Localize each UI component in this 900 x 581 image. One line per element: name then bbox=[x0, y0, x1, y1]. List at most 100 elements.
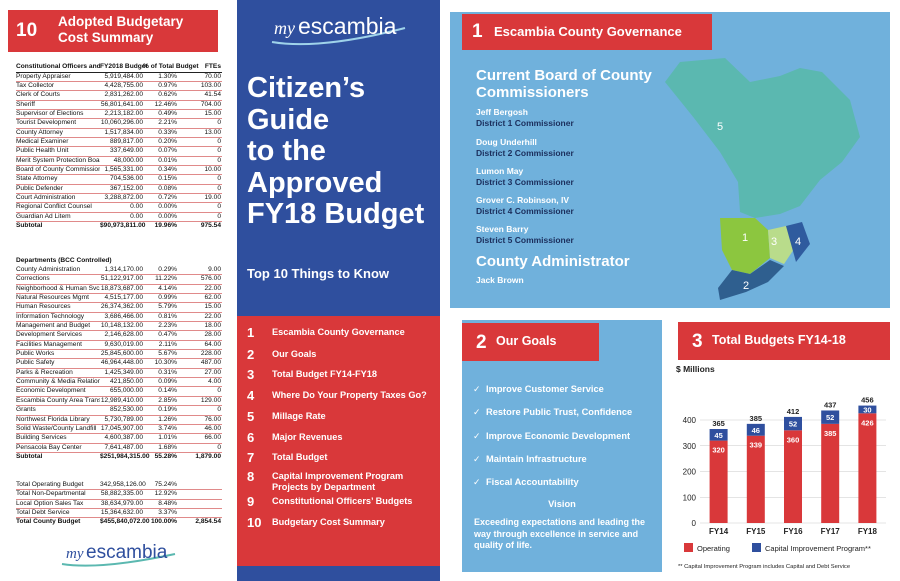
table-cell: 13.00 bbox=[204, 128, 221, 136]
y-tick-label: 400 bbox=[683, 416, 697, 425]
data-label-operating: 385 bbox=[824, 429, 837, 438]
table-row: Public Safety 46,964,448.00 10.30% 487.00 bbox=[16, 359, 222, 369]
district-4-shape bbox=[786, 222, 810, 262]
table-row: Community & Media Relations 421,850.00 0.0… bbox=[16, 378, 222, 388]
table-cell: Total Debt Service bbox=[16, 509, 70, 517]
table-cell: 4,515,177.00 bbox=[104, 294, 143, 302]
table-cell: 3.37% bbox=[158, 509, 177, 517]
commissioner-entry: Lumon May District 3 Commissioner bbox=[476, 166, 656, 188]
table-cell: 9,630,019.00 bbox=[104, 340, 143, 348]
table-row: Constitutional Officers and Other Boards… bbox=[16, 63, 222, 73]
table-cell bbox=[177, 490, 221, 498]
table-row: State Attorney 704,536.00 0.15% 0 bbox=[16, 175, 222, 185]
y-axis-label: $ Millions bbox=[676, 364, 715, 374]
logo-name: escambia bbox=[298, 13, 397, 39]
table-row: County Attorney 1,517,834.00 0.33% 13.00 bbox=[16, 129, 222, 138]
data-label-total: 456 bbox=[861, 396, 874, 405]
bar-operating bbox=[746, 435, 765, 523]
table-cell: 27.00 bbox=[204, 368, 221, 376]
table-cell: 1,565,331.00 bbox=[104, 165, 143, 173]
table-row: Merit System Protection Board 48,000.00 0.… bbox=[16, 157, 222, 166]
table-cell: 0 bbox=[217, 175, 221, 183]
table-cell: Subtotal bbox=[16, 452, 43, 460]
total-budget-chart: $ Millions 0 100 200 300 400 320 45 365 FY14 339 46… bbox=[676, 364, 886, 570]
table-row: Guardian Ad Litem 0.00 0.00% 0 bbox=[16, 213, 222, 222]
table-cell: Tourist Development bbox=[16, 119, 77, 127]
section-number: 10 bbox=[16, 20, 38, 41]
map-label-1: 1 bbox=[742, 232, 748, 244]
table-cell: 12,989,410.00 bbox=[100, 396, 143, 404]
table-cell: 4.14% bbox=[158, 284, 177, 292]
table-cell: Total Non-Departmental bbox=[16, 490, 86, 498]
data-label-capital: 46 bbox=[752, 426, 760, 435]
chart-footnote: ** Capital Improvement Program includes … bbox=[678, 564, 850, 570]
map-label-4: 4 bbox=[795, 236, 801, 248]
legend-label-operating: Operating bbox=[697, 544, 730, 553]
data-label-operating: 360 bbox=[787, 435, 800, 444]
table-cell: 852,530.00 bbox=[109, 406, 143, 414]
table-cell: Clerk of Courts bbox=[16, 91, 60, 99]
table-cell: Northwest Florida Library bbox=[16, 415, 90, 423]
table-cell: Total Operating Budget bbox=[16, 481, 84, 488]
x-tick-label: FY18 bbox=[858, 527, 878, 536]
goal-text: Restore Public Trust, Confidence bbox=[486, 407, 633, 417]
checkmark-icon: ✓ bbox=[473, 384, 481, 394]
logo-graphic: my escambia bbox=[61, 542, 176, 567]
table-row: Economic Development 655,000.00 0.14% 0 bbox=[16, 387, 222, 397]
table-cell bbox=[177, 481, 221, 489]
table-row: Neighborhood & Human Svcs 18,873,687.00 4.… bbox=[16, 284, 222, 295]
table-cell: 975.54 bbox=[200, 222, 221, 229]
table-row: Total Debt Service 15,364,632.00 3.37% bbox=[16, 509, 222, 519]
table-cell: 56,801,641.00 bbox=[100, 100, 143, 108]
table-cell: Pensacola Bay Center bbox=[16, 443, 82, 451]
table-cell: 487.00 bbox=[200, 359, 221, 367]
table-cell: 1.68% bbox=[158, 443, 177, 451]
table-cell: 704,536.00 bbox=[109, 175, 143, 183]
data-label-total: 412 bbox=[787, 407, 800, 416]
data-label-capital: 30 bbox=[863, 405, 871, 414]
bar-capital bbox=[821, 410, 840, 424]
table-cell: Human Resources bbox=[16, 303, 71, 311]
table-cell: 889,817.00 bbox=[109, 137, 143, 145]
table-cell: 4,428,755.00 bbox=[104, 81, 143, 89]
table-cell: 0.47% bbox=[158, 331, 177, 339]
table-cell: 0.14% bbox=[158, 387, 177, 395]
commissioner-name: Lumon May bbox=[476, 166, 524, 176]
table-row: Facilities Management 9,630,019.00 2.11% 64… bbox=[16, 340, 222, 351]
table-cell: County Administration bbox=[16, 266, 81, 273]
section-title: Escambia County Governance bbox=[494, 24, 682, 39]
table-row: Court Administration 3,288,872.00 0.72% 19.… bbox=[16, 194, 222, 204]
map-label-5: 5 bbox=[717, 121, 723, 133]
totals-table: Total Operating Budget 342,958,126.00 75.2… bbox=[16, 481, 222, 527]
table-cell: 0.08% bbox=[158, 184, 177, 192]
table-row: Board of County Commissioners 1,565,331.0… bbox=[16, 165, 222, 176]
table-cell: 18.00 bbox=[204, 322, 221, 330]
table-cell: Grants bbox=[16, 406, 36, 414]
table-cell: 3.74% bbox=[158, 424, 177, 432]
departments-table: Departments (BCC Controlled) County Admin… bbox=[16, 256, 222, 461]
table-cell: 12.46% bbox=[154, 100, 177, 108]
x-tick-label: FY14 bbox=[709, 527, 729, 536]
title-line: to the bbox=[247, 135, 326, 167]
table-cell: 2.21% bbox=[158, 119, 177, 127]
toc-number: 3 bbox=[247, 367, 255, 382]
district-2-shape bbox=[718, 260, 784, 300]
section-title: Adopted Budgetary Cost Summary bbox=[58, 14, 184, 45]
toc-label: Escambia County Governance bbox=[272, 327, 405, 337]
table-cell: 0.34% bbox=[158, 165, 177, 173]
toc-label: Constitutional Officers’ Budgets bbox=[272, 496, 413, 506]
table-cell: 66.00 bbox=[204, 434, 221, 442]
table-cell: Guardian Ad Litem bbox=[16, 212, 71, 220]
table-row: County Administration 1,314,170.00 0.29% 9.… bbox=[16, 266, 222, 276]
table-cell: 2,213,182.00 bbox=[104, 109, 143, 117]
table-cell: Information Technology bbox=[16, 312, 85, 320]
data-label-capital: 52 bbox=[826, 413, 834, 422]
table-cell: 76.00 bbox=[204, 415, 221, 423]
section-number: 3 bbox=[692, 331, 703, 352]
table-row: Clerk of Courts 2,831,262.00 0.62% 41.54 bbox=[16, 91, 222, 101]
table-cell: 367,152.00 bbox=[109, 184, 143, 192]
table-row: Total Non-Departmental 58,882,335.00 12.92… bbox=[16, 490, 222, 500]
logo-my: my bbox=[274, 18, 295, 38]
table-row: Local Option Sales Tax 38,634,979.00 8.48% bbox=[16, 500, 222, 510]
toc-number: 10 bbox=[247, 515, 262, 530]
